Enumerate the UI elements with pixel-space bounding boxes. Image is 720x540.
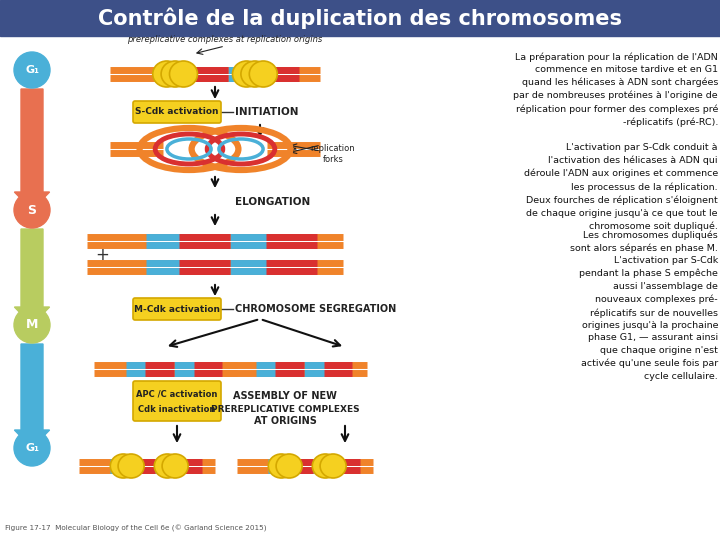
- Text: +: +: [95, 246, 109, 264]
- Circle shape: [14, 307, 50, 343]
- Ellipse shape: [153, 61, 181, 87]
- Ellipse shape: [169, 61, 197, 87]
- Text: S: S: [27, 204, 37, 217]
- Text: Contrôle de la duplication des chromosomes: Contrôle de la duplication des chromosom…: [98, 7, 622, 29]
- Text: G₁: G₁: [25, 443, 39, 453]
- Ellipse shape: [320, 454, 346, 478]
- Text: La préparation pour la réplication de l'ADN
commence en mitose tardive et en G1
: La préparation pour la réplication de l'…: [513, 52, 718, 231]
- Text: Les chromosomes dupliqués
sont alors séparés en phase M.
L'activation par S-Cdk
: Les chromosomes dupliqués sont alors sép…: [570, 230, 718, 381]
- Text: APC /C activation: APC /C activation: [136, 389, 217, 399]
- Ellipse shape: [241, 61, 269, 87]
- Text: PREREPLICATIVE COMPLEXES: PREREPLICATIVE COMPLEXES: [211, 404, 359, 414]
- Text: S-Cdk activation: S-Cdk activation: [135, 107, 219, 117]
- Bar: [0, 0, 720, 36]
- Text: G₁: G₁: [25, 65, 39, 75]
- FancyArrow shape: [14, 344, 50, 448]
- Circle shape: [14, 52, 50, 88]
- Ellipse shape: [276, 454, 302, 478]
- Text: prereplicative complexes at replication origins: prereplicative complexes at replication …: [127, 35, 323, 44]
- FancyArrow shape: [14, 229, 50, 325]
- Ellipse shape: [162, 454, 188, 478]
- FancyArrow shape: [14, 89, 50, 210]
- Text: replication
forks: replication forks: [311, 144, 355, 164]
- Circle shape: [14, 430, 50, 466]
- Ellipse shape: [249, 61, 277, 87]
- Text: ASSEMBLY OF NEW: ASSEMBLY OF NEW: [233, 391, 337, 401]
- Ellipse shape: [161, 61, 189, 87]
- Text: Cdk inactivation: Cdk inactivation: [138, 404, 216, 414]
- Ellipse shape: [154, 454, 180, 478]
- Text: Figure 17-17  Molecular Biology of the Cell 6e (© Garland Science 2015): Figure 17-17 Molecular Biology of the Ce…: [5, 525, 266, 532]
- Ellipse shape: [110, 454, 136, 478]
- Ellipse shape: [118, 454, 144, 478]
- FancyBboxPatch shape: [133, 101, 221, 123]
- Text: ELONGATION: ELONGATION: [235, 197, 310, 207]
- Text: CHROMOSOME SEGREGATION: CHROMOSOME SEGREGATION: [235, 304, 396, 314]
- FancyBboxPatch shape: [133, 381, 221, 421]
- Ellipse shape: [233, 61, 261, 87]
- FancyBboxPatch shape: [133, 298, 221, 320]
- Text: AT ORIGINS: AT ORIGINS: [253, 416, 316, 426]
- Circle shape: [14, 192, 50, 228]
- Text: M-Cdk activation: M-Cdk activation: [134, 305, 220, 314]
- Text: M: M: [26, 319, 38, 332]
- Ellipse shape: [312, 454, 338, 478]
- Text: INITIATION: INITIATION: [235, 107, 299, 117]
- Ellipse shape: [269, 454, 294, 478]
